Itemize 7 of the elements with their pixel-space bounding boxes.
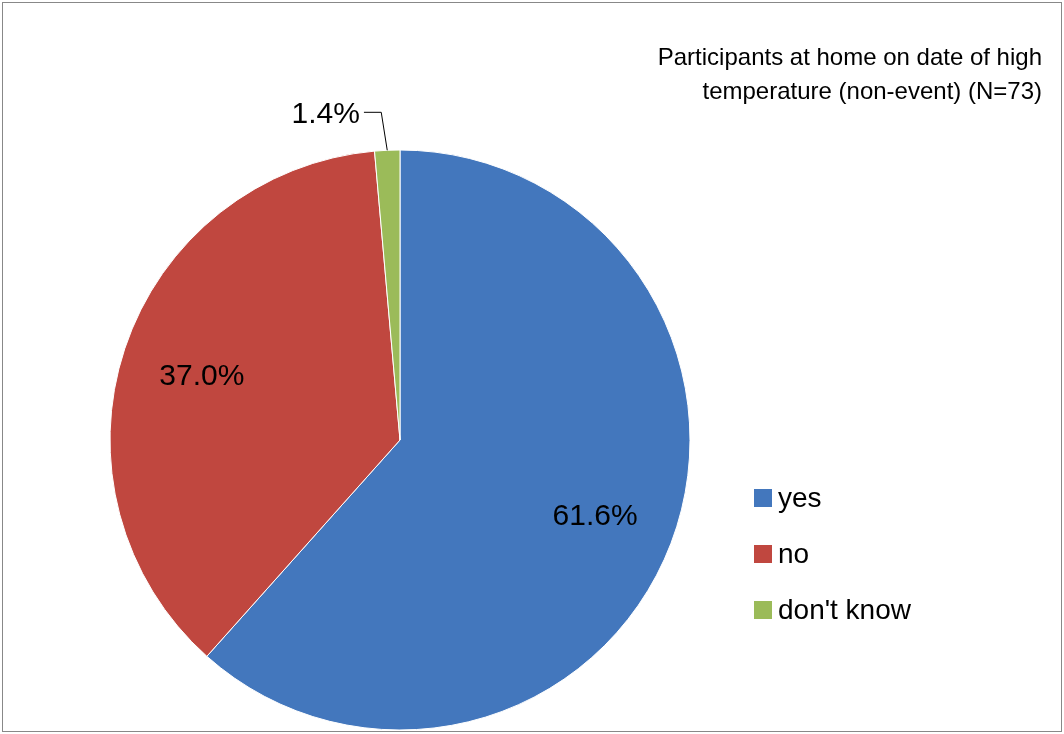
legend-label: don't know: [778, 593, 911, 627]
data-label: 61.6%: [552, 497, 638, 531]
data-label: 37.0%: [159, 357, 245, 391]
legend-label: yes: [778, 481, 822, 515]
chart-title: Participants at home on date of high temperature (non-event) (N=73): [656, 42, 1042, 106]
data-label: 1.4%: [291, 95, 360, 129]
legend-label: no: [778, 537, 810, 571]
